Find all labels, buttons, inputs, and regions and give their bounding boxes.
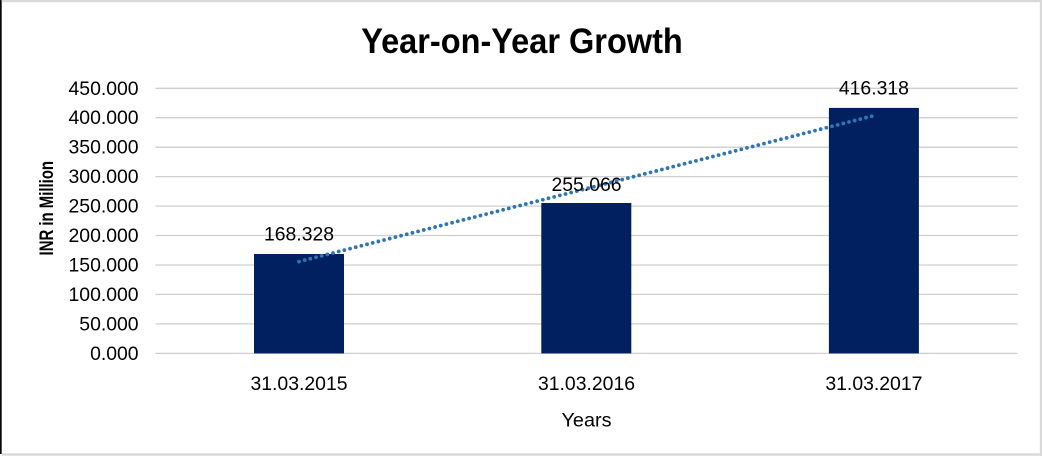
- svg-text:255.066: 255.066: [551, 174, 621, 196]
- svg-text:INR in Million: INR in Million: [36, 161, 58, 256]
- svg-text:31.03.2017: 31.03.2017: [825, 373, 922, 395]
- svg-text:250.000: 250.000: [69, 196, 139, 218]
- svg-text:150.000: 150.000: [69, 255, 139, 277]
- svg-text:Years: Years: [562, 410, 612, 432]
- svg-text:300.000: 300.000: [69, 166, 139, 188]
- svg-text:31.03.2016: 31.03.2016: [538, 373, 635, 395]
- svg-text:200.000: 200.000: [69, 225, 139, 247]
- svg-text:0.000: 0.000: [90, 343, 139, 365]
- svg-text:Year-on-Year Growth: Year-on-Year Growth: [361, 22, 683, 61]
- svg-text:400.000: 400.000: [69, 107, 139, 129]
- svg-text:100.000: 100.000: [69, 284, 139, 306]
- svg-text:31.03.2015: 31.03.2015: [250, 373, 347, 395]
- svg-text:168.328: 168.328: [264, 224, 334, 246]
- svg-text:50.000: 50.000: [79, 313, 139, 335]
- svg-text:350.000: 350.000: [69, 137, 139, 159]
- svg-text:450.000: 450.000: [69, 78, 139, 100]
- svg-text:416.318: 416.318: [839, 78, 909, 100]
